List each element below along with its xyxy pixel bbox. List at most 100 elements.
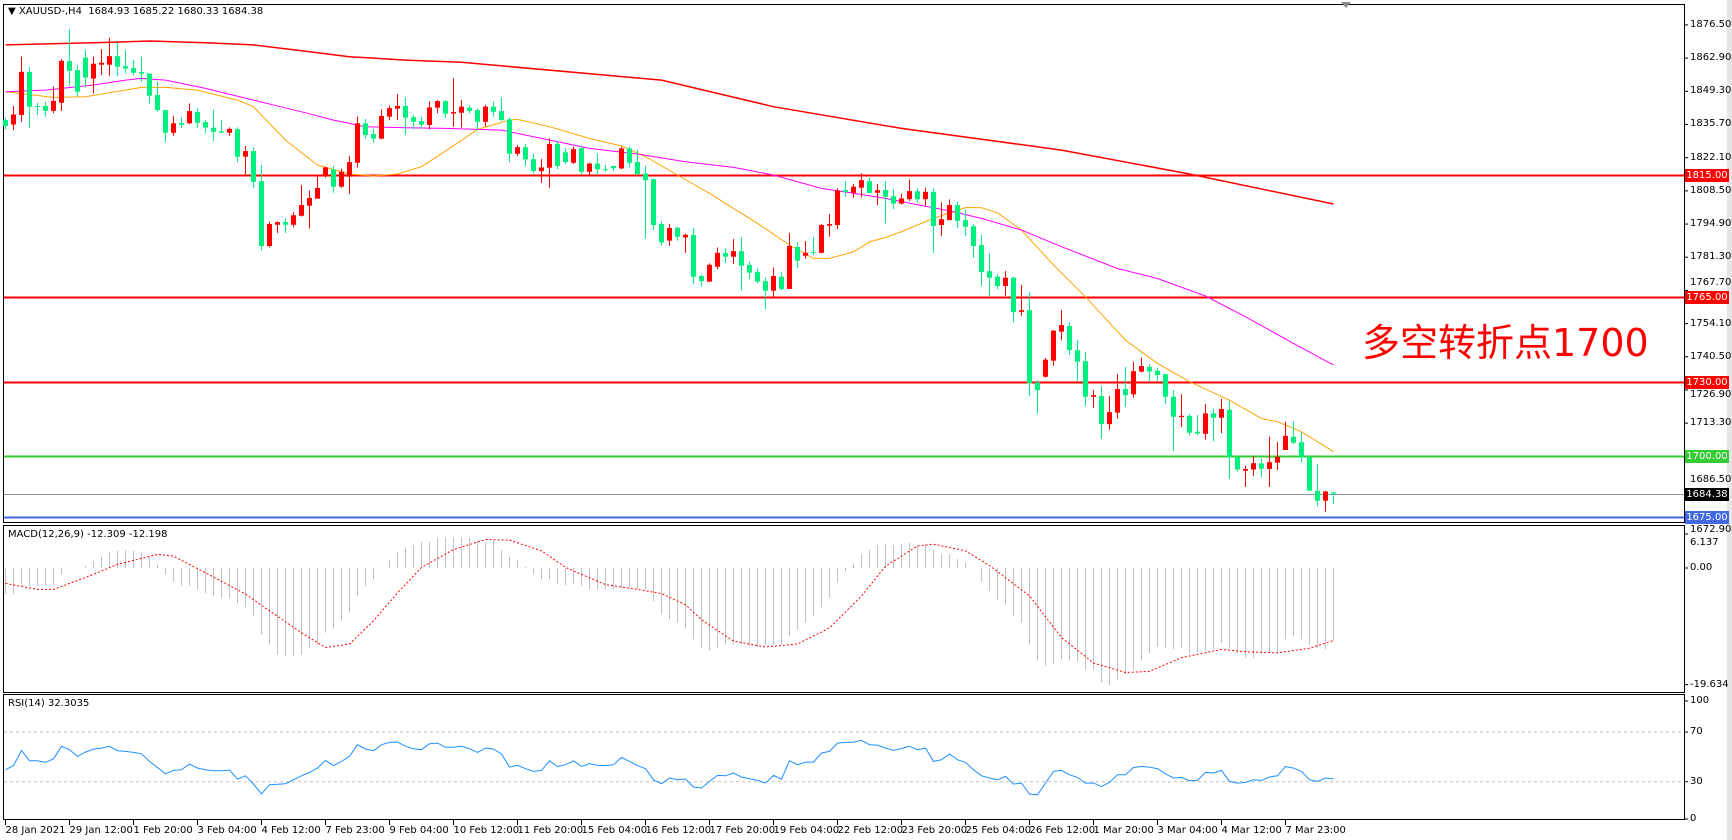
candle-body	[1147, 367, 1152, 372]
candle	[771, 267, 776, 297]
candle-body	[731, 251, 736, 257]
candle	[1275, 442, 1280, 470]
candle-body	[931, 191, 936, 226]
candle-body	[899, 198, 904, 204]
candle	[675, 226, 680, 241]
candle-body	[715, 252, 720, 267]
price-axis-label: 1767.70	[1690, 277, 1732, 288]
candle	[83, 50, 88, 88]
candle-body	[1315, 490, 1320, 501]
candle	[1051, 330, 1056, 366]
candle	[387, 105, 392, 121]
candle-body	[219, 131, 224, 133]
candle	[931, 188, 936, 253]
macd-signal-line	[5, 538, 1334, 674]
candle-body	[1323, 491, 1328, 501]
candle	[531, 153, 536, 174]
candle	[1331, 491, 1336, 504]
candle-body	[251, 151, 256, 182]
candle	[603, 164, 608, 172]
candle	[427, 101, 432, 130]
candle	[731, 239, 736, 265]
candle	[115, 42, 120, 76]
candle-body	[579, 148, 584, 172]
candle-body	[1307, 456, 1312, 491]
time-axis-label: 15 Feb 04:00	[581, 825, 648, 836]
candle	[347, 155, 352, 194]
candle	[779, 272, 784, 291]
price-axis-label: 1822.10	[1690, 152, 1732, 163]
candle-body	[1331, 492, 1336, 494]
candle	[267, 221, 272, 248]
candle-body	[531, 159, 536, 172]
candle	[211, 110, 216, 142]
candle-body	[195, 112, 200, 123]
candle-body	[555, 144, 560, 166]
candle-body	[987, 271, 992, 278]
candle	[499, 97, 504, 121]
candle-body	[435, 101, 440, 108]
price-tag-1815.00: 1815.00	[1685, 168, 1729, 182]
candle-body	[803, 252, 808, 256]
candle	[3, 117, 8, 130]
candle-body	[475, 110, 480, 122]
candle-body	[947, 205, 952, 221]
candle-body	[923, 191, 928, 200]
price-axis-label: 1754.10	[1690, 318, 1732, 329]
candle-body	[739, 251, 744, 266]
candle	[403, 97, 408, 135]
candle-body	[707, 264, 712, 282]
price-axis-label: 1672.90	[1690, 524, 1732, 535]
symbol-timeframe: XAUUSD-,H4	[18, 6, 82, 17]
candle	[1123, 367, 1128, 407]
candle	[107, 37, 112, 76]
candle	[1179, 394, 1184, 428]
axes	[5, 24, 1688, 825]
candle	[939, 202, 944, 236]
candle-body	[771, 276, 776, 291]
candle	[11, 105, 16, 131]
candle	[1019, 285, 1024, 316]
candle-body	[155, 94, 160, 111]
candle-body	[539, 167, 544, 172]
candle	[75, 64, 80, 97]
candle-body	[139, 72, 144, 74]
candle-body	[1179, 415, 1184, 418]
candle-body	[835, 190, 840, 226]
candle	[1083, 351, 1088, 407]
candle	[315, 175, 320, 199]
candle-body	[595, 163, 600, 170]
candle	[859, 173, 864, 198]
candle	[659, 221, 664, 246]
candle-body	[515, 147, 520, 154]
candle	[123, 50, 128, 74]
candle-body	[755, 272, 760, 282]
candle-body	[1043, 359, 1048, 377]
candle-body	[1267, 462, 1272, 470]
candle-body	[571, 149, 576, 163]
candle	[1227, 401, 1232, 479]
candle-body	[547, 144, 552, 168]
dropdown-triangle-icon[interactable]: ▼	[8, 6, 16, 17]
candle-body	[1291, 436, 1296, 443]
candle-body	[1211, 413, 1216, 418]
candle	[1003, 271, 1008, 297]
candle	[1155, 367, 1160, 382]
candle-body	[523, 147, 528, 160]
candle	[1243, 465, 1248, 487]
right-gutter	[1727, 0, 1732, 840]
candle-body	[1227, 409, 1232, 458]
candle-body	[179, 123, 184, 125]
candle-body	[1299, 442, 1304, 458]
chart-shift-marker-icon[interactable]	[1341, 2, 1351, 8]
panel-frames	[3, 4, 1685, 820]
candle-body	[1123, 388, 1128, 396]
candle-body	[27, 71, 32, 107]
candle-body	[747, 265, 752, 273]
price-axis-label: 1686.50	[1690, 474, 1732, 485]
rsi-line	[5, 739, 1334, 796]
candle	[91, 56, 96, 94]
time-axis-label: 4 Feb 12:00	[261, 825, 321, 836]
candle	[227, 127, 232, 136]
